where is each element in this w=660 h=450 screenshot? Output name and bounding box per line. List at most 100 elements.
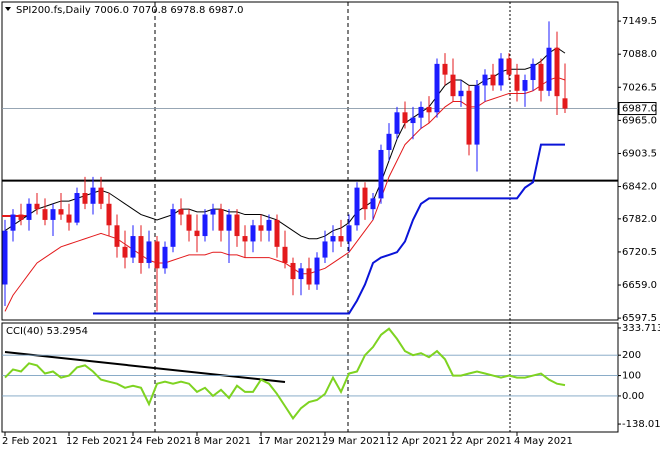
price-panel [1,1,619,321]
y-tick-label: 7149.5 [622,16,657,27]
candle-body [482,74,488,86]
candle-body [194,230,200,237]
y-tick-label: 6903.5 [622,148,657,159]
x-tick-label: 8 Mar 2021 [194,436,251,447]
candle-body [298,268,304,280]
candle-body [34,203,40,210]
candle-body [490,74,496,86]
x-tick-label: 17 Mar 2021 [258,436,321,447]
y-tick-label: 100 [622,371,641,382]
candle-body [522,80,528,91]
candle-body [354,187,360,226]
y-tick-label: 7026.5 [622,82,657,93]
candle-body [402,112,408,124]
candle-body [386,133,392,150]
indicator-title: CCI(40) 53.2954 [6,326,88,337]
candle-body [26,203,32,220]
separators [154,2,511,432]
candle-body [218,209,224,231]
candle-body [130,236,136,258]
candle-body [274,219,280,247]
candle-body [442,63,448,75]
candle-body [314,257,320,285]
x-tick-label: 4 May 2021 [514,436,573,447]
indicator-line [4,47,566,240]
candle-body [114,225,120,247]
candle-body [394,112,400,134]
y-tick-label: 6965.0 [622,115,657,126]
candle-body [170,209,176,247]
candle-body [18,214,24,220]
candle-body [562,98,568,109]
indicator-line [93,143,565,315]
collapse-icon [5,7,11,11]
candle-body [330,236,336,242]
y-tick-label: 0.00 [622,391,644,402]
candle-body [418,106,424,118]
candle-body [106,203,112,226]
candle-body [506,58,512,75]
candle-body [146,241,152,263]
y-tick-label: 6659.0 [622,280,657,291]
price-label-box [618,102,657,116]
candle-body [242,236,248,242]
candle-body [530,63,536,81]
candle-body [66,214,72,223]
x-tick-label: 29 Mar 2021 [322,436,385,447]
y-tick-label: -138.0124 [622,419,660,430]
candle-body [154,241,160,269]
candle-body [426,106,432,113]
candle-body [226,214,232,231]
candle-body [58,209,64,215]
trend-line [4,351,286,383]
y-tick-label: 6842.0 [622,182,657,193]
candle-body [74,193,80,223]
candle-body [98,187,104,204]
candle-body [338,236,344,242]
candle-body [234,214,240,237]
candle-body [122,246,128,258]
candle-body [466,90,472,145]
candle-body [2,230,8,285]
candle-body [10,214,16,231]
x-tick-label: 12 Feb 2021 [66,436,128,447]
candle-body [370,198,376,210]
candle-body [378,149,384,199]
candle-body [202,214,208,237]
candle-body [362,187,368,210]
candle-body [458,90,464,97]
x-tick-label: 12 Apr 2021 [386,436,448,447]
candle-body [162,246,168,269]
candle-body [138,236,144,263]
chart-title: SPI200.fs,Daily 7006.0 7070.8 6978.8 698… [16,5,243,16]
candle-body [474,85,480,145]
candle-body [322,241,328,258]
candle-body [306,268,312,285]
x-tick-label: 22 Apr 2021 [450,436,512,447]
candle-body [178,209,184,215]
cci-line [4,327,566,421]
candle-body [250,225,256,242]
candle-body [538,63,544,91]
candle-body [82,193,88,204]
candle-body [450,74,456,97]
y-tick-label: 6782.0 [622,214,657,225]
candle-body [42,209,48,220]
y-tick-label: 7088.0 [622,49,657,60]
candle-body [434,63,440,113]
candle-body [50,209,56,220]
candle-body [186,214,192,231]
x-tick-label: 24 Feb 2021 [130,436,192,447]
y-tick-label: 6720.5 [622,247,657,258]
candle-body [346,225,352,242]
candle-body [498,58,504,86]
candle-body [514,74,520,91]
candle-body [554,47,560,97]
x-tick-label: 2 Feb 2021 [2,436,58,447]
candle-body [546,47,552,91]
candle-body [210,209,216,215]
y-tick-label: 6597.5 [622,313,657,324]
candle-body [90,187,96,204]
candle-body [258,225,264,231]
